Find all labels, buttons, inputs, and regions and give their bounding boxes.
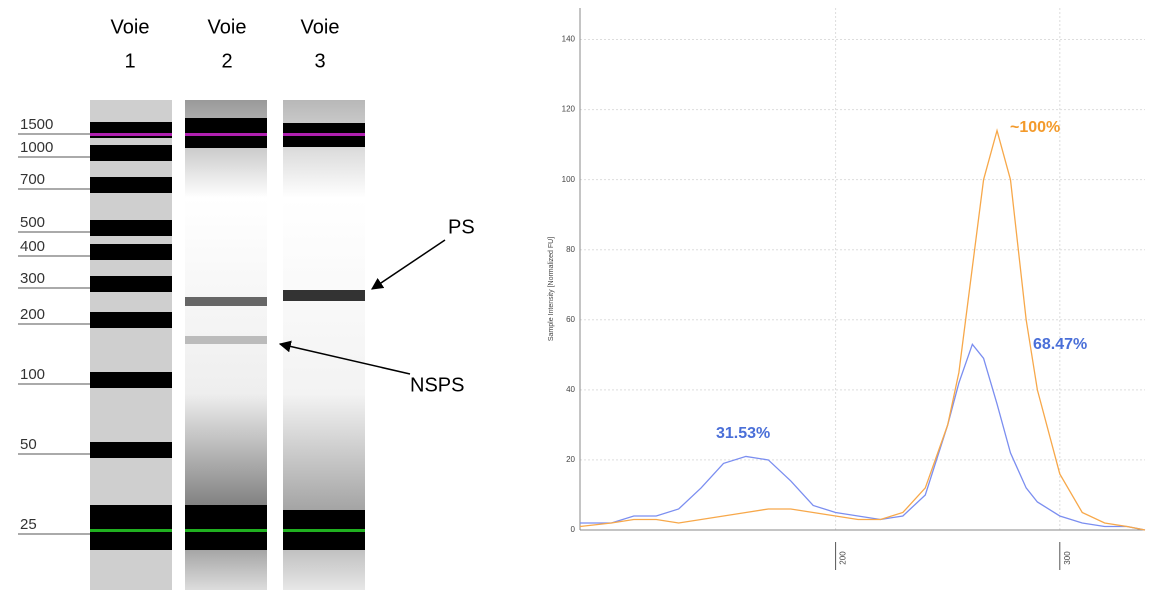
arrow <box>372 240 445 289</box>
ladder-label: 50 <box>20 436 37 453</box>
ladder-label: 500 <box>20 214 45 231</box>
band <box>283 290 365 301</box>
ladder-label: 400 <box>20 238 45 255</box>
y-tick-label: 140 <box>562 35 576 44</box>
annotation: PS <box>448 216 475 238</box>
x-tick-label: 200 <box>839 551 848 565</box>
lane-number: 1 <box>124 50 135 72</box>
y-tick-label: 0 <box>571 525 576 534</box>
y-tick-label: 100 <box>562 175 576 184</box>
figure: Voie1Voie2Voie31500100070050040030020010… <box>0 0 1162 606</box>
lane-number: 2 <box>221 50 232 72</box>
band <box>90 372 172 388</box>
annotation: 31.53% <box>716 425 770 442</box>
ladder-label: 1000 <box>20 139 53 156</box>
marker-line <box>90 529 172 532</box>
ladder-label: 200 <box>20 306 45 323</box>
band <box>90 220 172 236</box>
lane-title: Voie <box>208 16 247 38</box>
band <box>185 336 267 344</box>
marker-line <box>185 133 267 136</box>
marker-line <box>185 529 267 532</box>
series-line <box>580 131 1145 530</box>
band <box>185 505 267 550</box>
band <box>90 505 172 550</box>
annotation: 68.47% <box>1033 336 1087 353</box>
y-tick-label: 80 <box>566 245 575 254</box>
band <box>90 276 172 292</box>
marker-line <box>283 133 365 136</box>
annotation: NSPS <box>410 374 464 396</box>
band <box>90 244 172 260</box>
y-axis-label: Sample Intensity [Normalized FU] <box>548 237 555 341</box>
ladder-label: 1500 <box>20 116 53 133</box>
band <box>90 442 172 458</box>
y-tick-label: 60 <box>566 315 575 324</box>
x-tick-label: 300 <box>1063 551 1072 565</box>
ladder-label: 300 <box>20 270 45 287</box>
band <box>90 145 172 161</box>
annotation: ~100% <box>1010 119 1060 136</box>
ladder-label: 700 <box>20 171 45 188</box>
electropherogram: 0 20 40 60 80 100 120 140 200 300 Sample Intensity… <box>548 8 1145 570</box>
gel: Voie 1 Voie 2 Voie 3 1500 1000 700 500 400 300 200 10… <box>18 16 475 590</box>
marker-line <box>90 133 172 136</box>
band <box>185 297 267 306</box>
lane-title: Voie <box>301 16 340 38</box>
ladder-label: 100 <box>20 366 45 383</box>
band <box>90 177 172 193</box>
y-tick-label: 40 <box>566 385 575 394</box>
marker-line <box>283 529 365 532</box>
y-tick-label: 20 <box>566 455 575 464</box>
lane-title: Voie <box>111 16 150 38</box>
band <box>90 312 172 328</box>
y-tick-label: 120 <box>562 105 576 114</box>
ladder-label: 25 <box>20 516 37 533</box>
lane-number: 3 <box>314 50 325 72</box>
